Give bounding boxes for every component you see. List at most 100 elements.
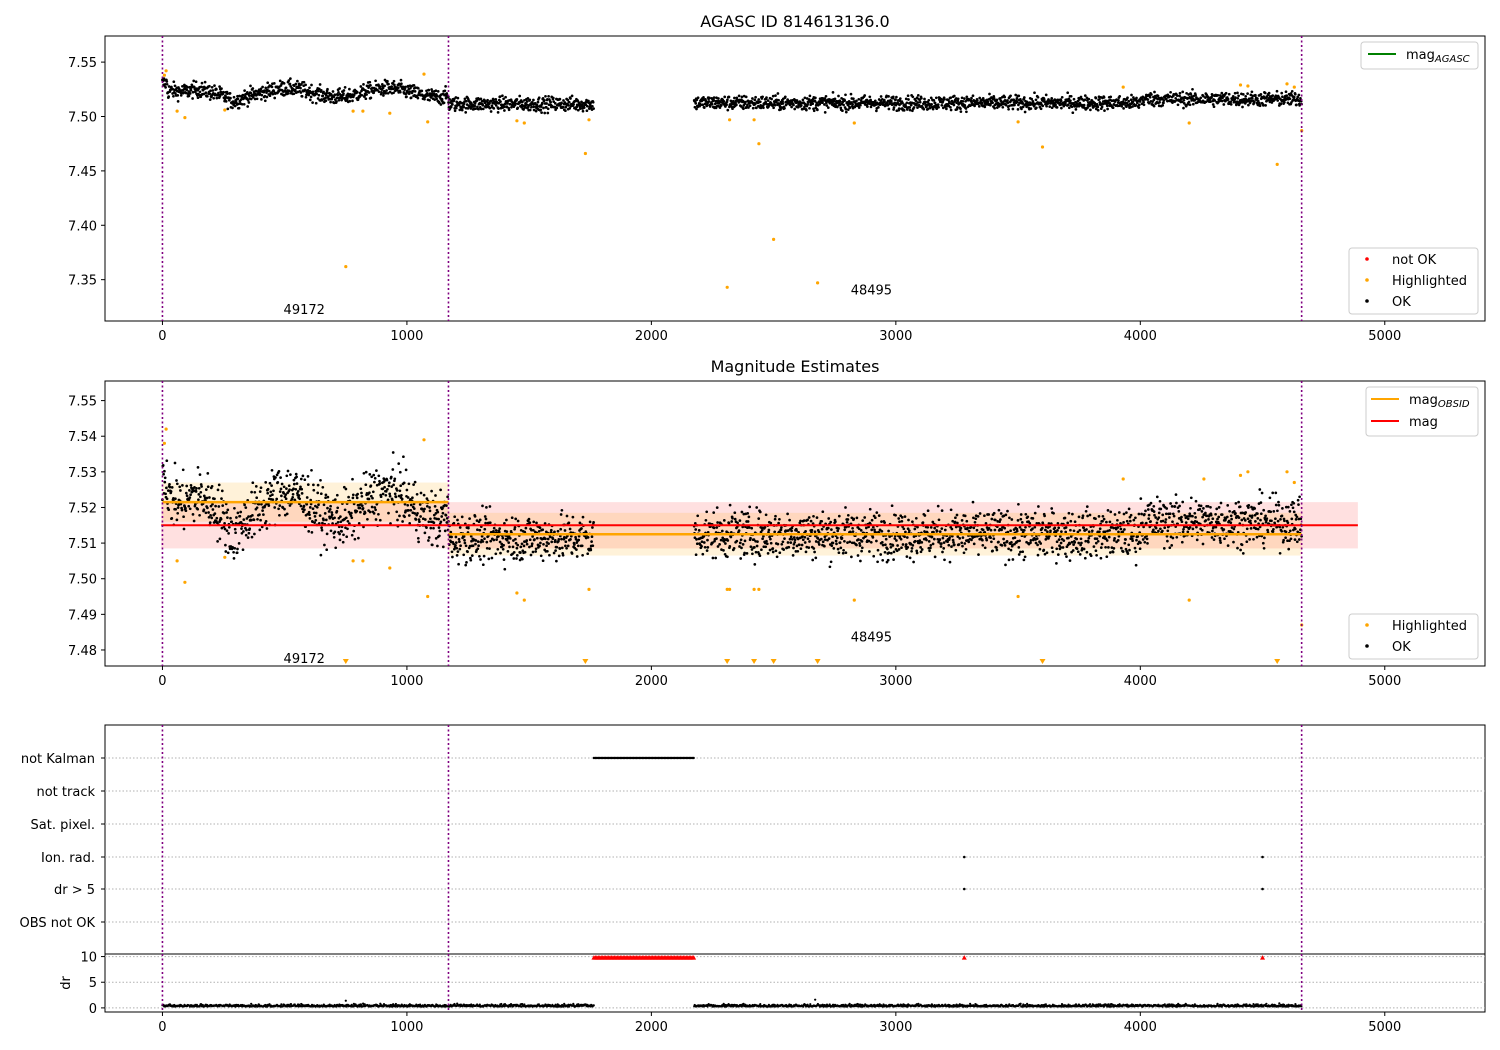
ok-point bbox=[175, 479, 178, 482]
ok-point bbox=[694, 102, 698, 105]
ok-point bbox=[726, 108, 730, 112]
ok-point bbox=[715, 506, 719, 509]
ok-point bbox=[1010, 540, 1013, 544]
ok-point bbox=[563, 529, 567, 532]
ok-point bbox=[1062, 539, 1066, 542]
ok-point bbox=[218, 85, 221, 88]
ok-point bbox=[585, 109, 589, 113]
ok-point bbox=[402, 455, 405, 459]
ok-point bbox=[592, 107, 595, 110]
ok-point bbox=[190, 83, 194, 87]
ok-point bbox=[393, 83, 396, 87]
ok-point bbox=[868, 507, 872, 511]
ok-point bbox=[792, 103, 795, 107]
ok-point bbox=[1030, 97, 1034, 101]
ok-point bbox=[786, 512, 789, 516]
ok-point bbox=[887, 551, 891, 555]
ok-point bbox=[423, 518, 427, 521]
ok-point bbox=[906, 94, 910, 98]
ok-point bbox=[842, 548, 845, 552]
ok-point bbox=[799, 547, 803, 551]
ok-point bbox=[400, 497, 404, 501]
ok-point bbox=[693, 105, 697, 109]
ok-point bbox=[765, 96, 768, 99]
ok-point bbox=[947, 543, 951, 547]
ok-point bbox=[391, 87, 395, 91]
ok-point bbox=[951, 538, 955, 542]
ok-point bbox=[280, 494, 283, 498]
ok-point bbox=[187, 504, 191, 508]
ok-point bbox=[581, 553, 584, 557]
ok-point bbox=[1251, 94, 1255, 98]
ok-point bbox=[949, 108, 953, 112]
ok-point bbox=[574, 535, 577, 539]
ok-point bbox=[886, 547, 889, 551]
ok-point bbox=[403, 502, 407, 506]
ok-point bbox=[378, 518, 382, 522]
ok-point bbox=[860, 546, 864, 550]
ok-point bbox=[889, 551, 893, 555]
ok-point bbox=[1068, 559, 1072, 562]
ok-point bbox=[1010, 518, 1014, 521]
ok-point bbox=[1050, 507, 1054, 510]
ok-point bbox=[1125, 511, 1128, 514]
ok-point bbox=[179, 489, 182, 492]
ok-point bbox=[869, 540, 873, 544]
ok-point bbox=[916, 101, 920, 104]
ok-point bbox=[165, 82, 169, 86]
ok-point bbox=[897, 548, 901, 551]
ok-point bbox=[990, 540, 993, 544]
ok-point bbox=[409, 508, 413, 512]
ok-point bbox=[729, 535, 733, 539]
ok-point bbox=[739, 557, 743, 560]
ok-point bbox=[722, 549, 725, 552]
ok-point bbox=[278, 504, 282, 507]
ok-point bbox=[174, 497, 177, 501]
ok-point bbox=[374, 518, 378, 521]
ok-point bbox=[490, 556, 494, 560]
ok-point bbox=[962, 551, 966, 555]
ok-point bbox=[185, 484, 189, 488]
ok-point bbox=[292, 487, 295, 491]
ok-point bbox=[172, 497, 175, 500]
ok-point bbox=[485, 540, 489, 544]
ok-point bbox=[312, 483, 315, 487]
ok-point bbox=[906, 546, 910, 549]
ok-point bbox=[912, 106, 916, 109]
ok-point bbox=[334, 546, 338, 550]
ok-point bbox=[399, 484, 403, 488]
ok-point bbox=[738, 541, 742, 545]
ok-point bbox=[1046, 102, 1050, 105]
ok-point bbox=[569, 538, 572, 541]
ok-point bbox=[1007, 558, 1011, 562]
ok-point bbox=[208, 496, 211, 499]
ok-point bbox=[1002, 514, 1006, 518]
ok-point bbox=[363, 511, 367, 515]
ok-point bbox=[474, 539, 478, 542]
ok-point bbox=[321, 485, 325, 489]
ok-point bbox=[389, 87, 393, 91]
ok-point bbox=[972, 542, 976, 546]
ok-point bbox=[419, 491, 423, 495]
ok-point bbox=[1112, 547, 1116, 550]
ok-point bbox=[895, 95, 898, 99]
ok-point bbox=[907, 529, 911, 533]
ok-point bbox=[943, 528, 947, 532]
ok-point bbox=[1290, 89, 1294, 93]
ok-point bbox=[559, 527, 563, 531]
ok-point bbox=[478, 554, 481, 558]
ok-point bbox=[1107, 535, 1111, 539]
ok-point bbox=[1016, 519, 1020, 522]
ok-point bbox=[756, 540, 759, 543]
ok-point bbox=[219, 517, 223, 521]
ok-point bbox=[1066, 521, 1070, 525]
ok-point bbox=[807, 546, 811, 549]
ok-point bbox=[796, 105, 800, 109]
ok-point bbox=[319, 492, 323, 496]
ok-point bbox=[494, 104, 498, 107]
ok-point bbox=[949, 105, 952, 109]
ok-point bbox=[1281, 95, 1284, 99]
ok-point bbox=[957, 543, 961, 546]
ok-point bbox=[1259, 92, 1263, 96]
ok-point bbox=[893, 101, 897, 105]
